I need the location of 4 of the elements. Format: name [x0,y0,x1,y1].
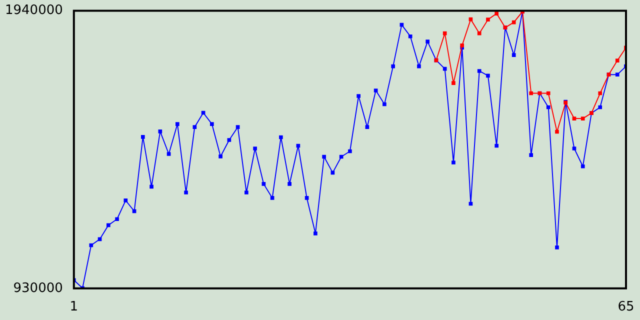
x-tick-label: 1 [70,300,78,315]
x-tick-label: 65 [618,300,634,315]
y-tick-label: 1940000 [4,3,63,18]
y-tick-label: 930000 [13,280,63,296]
